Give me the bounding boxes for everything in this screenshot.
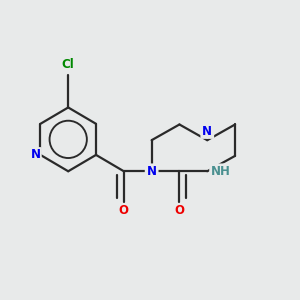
Text: N: N (146, 165, 157, 178)
Text: NH: NH (211, 165, 230, 178)
Text: O: O (118, 204, 130, 217)
Text: N: N (30, 148, 40, 161)
Text: O: O (174, 204, 184, 217)
Text: O: O (174, 204, 185, 217)
Text: N: N (202, 124, 212, 138)
Text: Cl: Cl (62, 58, 75, 71)
Text: N: N (29, 148, 40, 161)
Text: N: N (202, 124, 213, 138)
Text: O: O (119, 204, 129, 217)
Text: N: N (147, 165, 157, 178)
Text: Cl: Cl (61, 58, 75, 71)
Text: NH: NH (211, 165, 233, 178)
